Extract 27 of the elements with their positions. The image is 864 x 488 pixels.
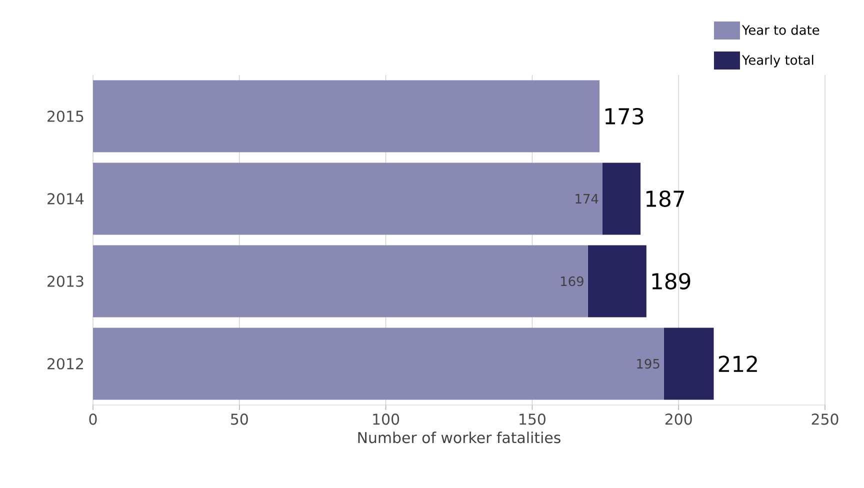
total-label: 187 <box>646 190 684 208</box>
x-tick-label: 250 <box>812 414 838 425</box>
total-label: 189 <box>652 272 690 290</box>
data-label: 174 <box>576 194 598 204</box>
bar <box>93 162 602 235</box>
bar <box>664 328 714 400</box>
total-label: 212 <box>718 356 757 372</box>
data-label: 195 <box>637 358 660 369</box>
x-tick-label: 0 <box>89 414 97 425</box>
y-tick-label: 2015 <box>48 110 84 122</box>
bar <box>93 245 588 318</box>
x-tick-label: 200 <box>665 414 692 425</box>
bar <box>588 245 646 318</box>
x-tick-label: 100 <box>373 414 400 425</box>
legend-label: Year to date <box>742 24 820 35</box>
legend-label: Yearly total <box>742 54 814 68</box>
x-tick-label: 50 <box>231 414 248 425</box>
x-axis-title: Number of worker fatalities <box>358 432 560 444</box>
x-tick-label: 150 <box>520 414 546 425</box>
y-tick-label: 2013 <box>48 276 84 287</box>
bar <box>602 162 641 235</box>
y-tick-label: 2014 <box>48 193 84 204</box>
data-label: 169 <box>561 276 584 286</box>
total-label: 173 <box>605 108 644 125</box>
bar <box>93 80 600 152</box>
y-tick-label: 2012 <box>48 358 83 370</box>
bar <box>93 328 664 400</box>
